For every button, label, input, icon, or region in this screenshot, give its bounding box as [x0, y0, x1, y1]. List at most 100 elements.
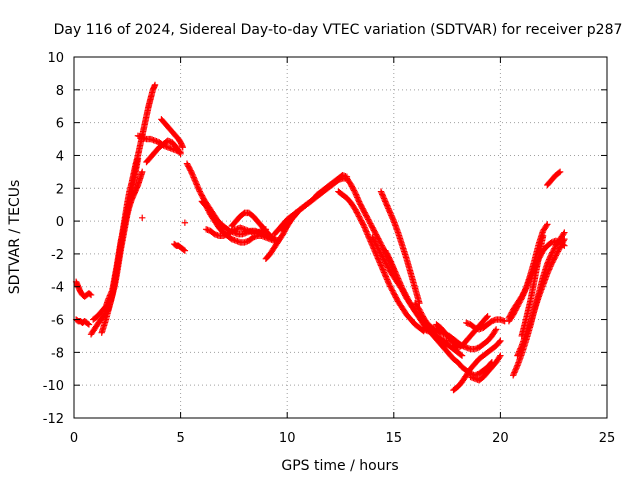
data-point [205, 207, 212, 214]
data-point [363, 229, 371, 237]
data-point [351, 188, 358, 196]
data-point [197, 189, 204, 197]
data-point [151, 81, 159, 89]
data-point [379, 191, 386, 198]
data-point [106, 293, 113, 301]
data-point [204, 205, 211, 213]
data-point [544, 270, 551, 277]
data-point [362, 227, 369, 234]
data-point [195, 186, 203, 194]
data-point [416, 306, 423, 313]
x-axis-label: GPS time / hours [281, 458, 398, 474]
data-point [373, 232, 380, 240]
data-point [556, 245, 563, 252]
data-point [376, 247, 383, 255]
data-point [348, 183, 356, 190]
data-point [194, 182, 201, 190]
data-point [382, 273, 390, 280]
y-tick-label: 2 [56, 182, 64, 197]
data-point [509, 372, 517, 379]
data-point [402, 292, 410, 299]
data-point [507, 310, 515, 318]
data-point [188, 170, 196, 177]
data-point [369, 234, 376, 241]
data-point [372, 229, 379, 237]
data-point [354, 195, 362, 203]
data-point [386, 209, 394, 216]
data-point [369, 224, 376, 231]
data-point [360, 222, 368, 230]
data-point [177, 150, 184, 158]
data-point [549, 257, 557, 265]
data-point [390, 290, 397, 297]
data-point [386, 257, 394, 264]
data-point [365, 232, 372, 240]
data-point [375, 257, 383, 265]
data-point [391, 291, 398, 298]
data-point [507, 311, 514, 319]
grid-lines [74, 57, 607, 418]
data-point [556, 168, 564, 176]
y-axis-label: SDTVAR / TECUs [7, 180, 23, 295]
data-point [519, 292, 526, 299]
data-point [373, 242, 380, 249]
data-point [511, 367, 519, 375]
data-point [196, 188, 203, 195]
data-point [492, 327, 499, 334]
data-point [139, 214, 146, 222]
data-point [404, 294, 411, 302]
data-point [367, 221, 375, 229]
data-point [388, 213, 396, 221]
data-point [379, 192, 387, 199]
data-point [87, 291, 95, 299]
data-point [545, 266, 553, 273]
data-point [355, 197, 362, 204]
data-point [362, 212, 370, 219]
x-tick-label: 5 [176, 431, 184, 446]
data-point [372, 231, 380, 238]
data-point [383, 274, 390, 282]
data-point [205, 208, 213, 215]
data-point [352, 206, 359, 213]
tick-marks [73, 56, 608, 419]
y-tick-label: -10 [43, 379, 64, 394]
data-point [518, 293, 525, 300]
data-point [357, 217, 365, 224]
data-point [394, 273, 401, 281]
data-point [392, 292, 399, 300]
data-point [189, 172, 197, 180]
data-point [353, 192, 360, 200]
data-point [382, 198, 389, 205]
data-point [548, 260, 555, 267]
data-point [363, 228, 370, 235]
data-point [379, 266, 387, 273]
data-point [416, 307, 424, 315]
data-point [554, 249, 561, 257]
data-point [506, 313, 513, 320]
data-point [202, 203, 210, 210]
data-point [517, 345, 524, 352]
data-point [556, 244, 564, 251]
data-point [406, 298, 413, 306]
data-point [179, 144, 186, 151]
data-point [401, 289, 408, 296]
data-point [356, 214, 363, 222]
data-point [516, 346, 524, 354]
data-point [371, 238, 378, 245]
data-point [363, 213, 370, 220]
data-point [484, 313, 491, 320]
data-point [394, 275, 402, 282]
y-tick-label: 0 [56, 215, 64, 230]
data-point [378, 189, 385, 197]
data-point [372, 239, 379, 247]
data-point [396, 279, 404, 286]
data-point [384, 251, 391, 258]
data-point [381, 270, 388, 278]
data-point [496, 338, 503, 346]
data-point [392, 294, 400, 301]
data-point [190, 174, 197, 181]
data-point [372, 241, 380, 248]
data-point [385, 206, 393, 214]
data-point [552, 252, 560, 259]
data-point [366, 218, 373, 226]
